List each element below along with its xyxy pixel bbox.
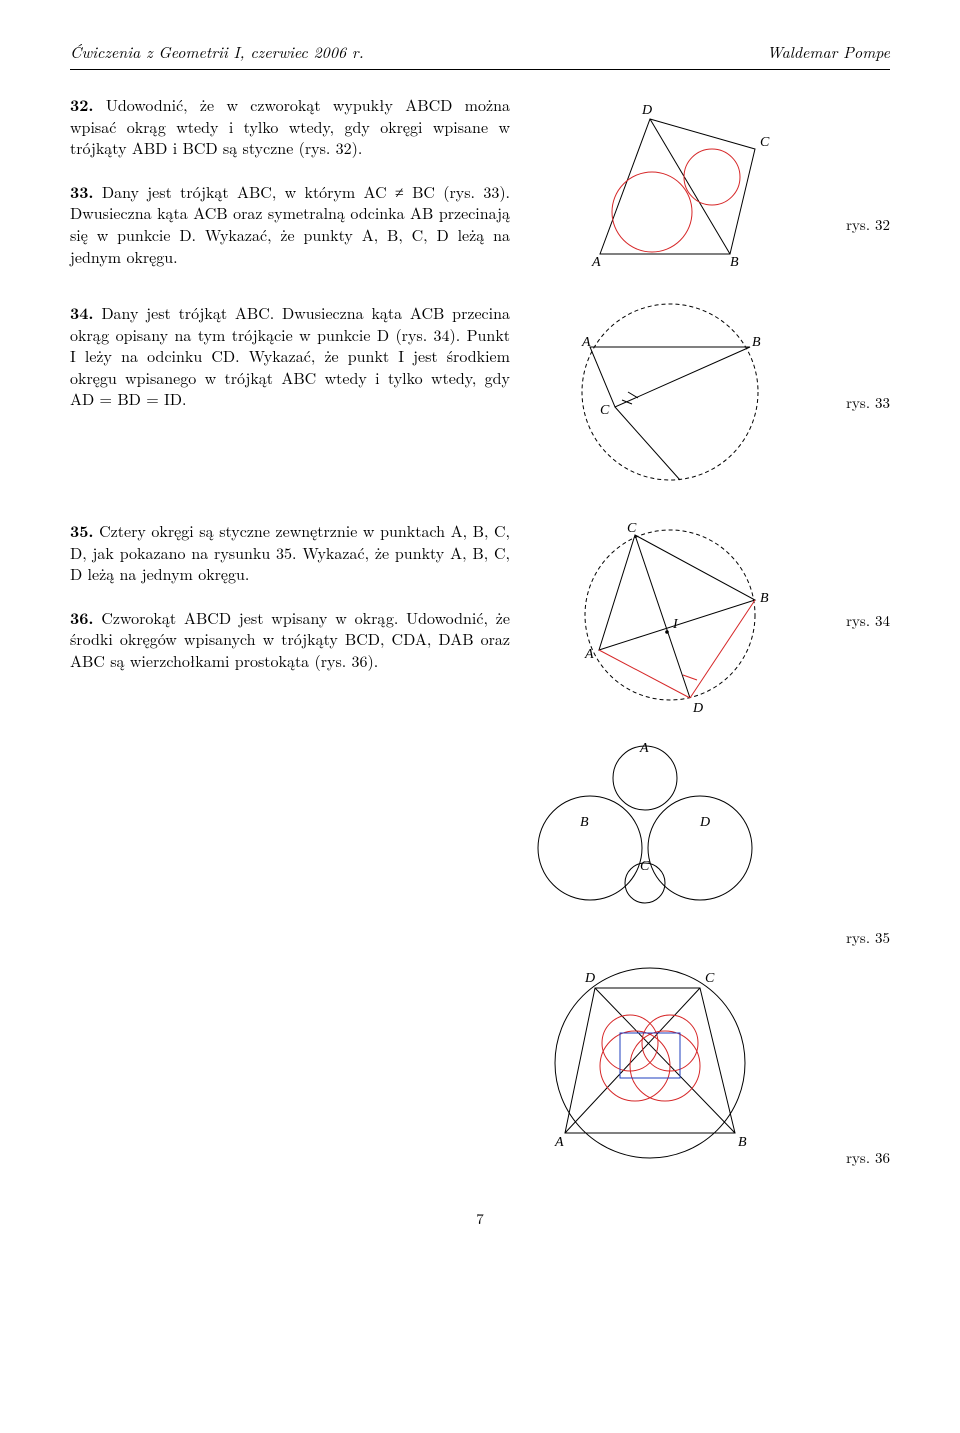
- problem-34: 34. Dany jest trójkąt ABC. Dwusieczna ką…: [70, 302, 510, 410]
- problem-32: 32. Udowodnić, że w czworokąt wypukły AB…: [70, 94, 510, 267]
- problem-33-text: Dany jest trójkąt ABC, w którym AC ≠ BC …: [70, 180, 510, 268]
- svg-text:C: C: [627, 521, 637, 536]
- problem-32-text: Udowodnić, że w czworokąt wypukły ABCD m…: [70, 93, 510, 159]
- svg-text:B: B: [738, 1135, 747, 1150]
- page-header: Ćwiczenia z Geometrii I, czerwiec 2006 r…: [70, 40, 890, 63]
- problem-35-num: 35.: [70, 519, 94, 542]
- header-left: Ćwiczenia z Geometrii I, czerwiec 2006 r…: [70, 40, 364, 63]
- svg-text:D: D: [584, 971, 595, 986]
- svg-text:D: D: [699, 815, 710, 830]
- svg-text:A: A: [584, 647, 594, 662]
- problem-36-num: 36.: [70, 606, 94, 629]
- figure-33: A B C: [560, 302, 780, 502]
- problem-33-num: 33.: [70, 180, 94, 203]
- svg-text:D: D: [692, 701, 703, 716]
- svg-text:C: C: [640, 859, 650, 874]
- caption-32: rys. 32: [846, 214, 890, 235]
- svg-text:A: A: [591, 255, 601, 270]
- caption-34: rys. 34: [846, 610, 890, 631]
- svg-text:D: D: [641, 103, 652, 118]
- svg-text:C: C: [600, 403, 610, 418]
- svg-text:A: A: [554, 1135, 564, 1150]
- figure-34: ABCDI: [555, 520, 785, 720]
- problem-35-36: 35. Cztery okręgi są styczne zewnętrznie…: [70, 520, 510, 672]
- svg-text:C: C: [705, 971, 715, 986]
- problem-36-text: Czworokąt ABCD jest wpisany w okrąg. Udo…: [70, 606, 510, 672]
- problem-35-text: Cztery okręgi są styczne zewnętrznie w p…: [70, 519, 510, 585]
- problem-34-num: 34.: [70, 301, 94, 324]
- figure-35: A B D C: [530, 738, 760, 948]
- svg-text:A: A: [639, 741, 649, 756]
- svg-text:B: B: [752, 335, 761, 350]
- figure-32: A B C D: [570, 94, 770, 284]
- caption-35: rys. 35: [820, 927, 890, 948]
- caption-33: rys. 33: [846, 392, 890, 413]
- header-right: Waldemar Pompe: [767, 40, 890, 63]
- caption-36: rys. 36: [820, 1147, 890, 1168]
- header-rule: [70, 69, 890, 70]
- figure-36: A B C D: [540, 958, 760, 1168]
- svg-text:A: A: [581, 335, 591, 350]
- svg-text:C: C: [760, 135, 770, 150]
- svg-text:B: B: [730, 255, 739, 270]
- svg-text:B: B: [580, 815, 589, 830]
- problem-32-num: 32.: [70, 93, 94, 116]
- problem-34-text: Dany jest trójkąt ABC. Dwusieczna kąta A…: [70, 301, 510, 410]
- page-number: 7: [70, 1208, 890, 1229]
- svg-text:B: B: [760, 591, 769, 606]
